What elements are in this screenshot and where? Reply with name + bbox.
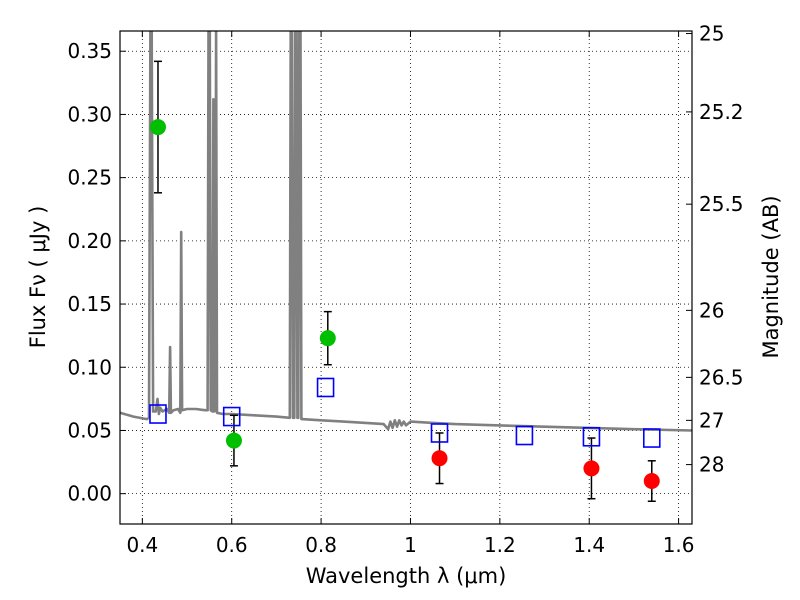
photometry-point [319, 330, 336, 347]
y-tick-label: 0.00 [67, 482, 112, 506]
right-tick-label: 25.5 [699, 192, 744, 216]
model-flux-square [582, 426, 601, 447]
y-tick-label: 0.20 [67, 229, 112, 253]
x-axis-title: Wavelength λ (μm) [306, 564, 507, 588]
y-tick-label: 0.25 [67, 166, 112, 190]
y-axis-title: Flux Fν ( μJy ) [26, 206, 50, 349]
right-tick-label: 25.2 [699, 100, 744, 124]
right-tick-label: 27 [699, 408, 724, 432]
y-tick-label: 0.10 [67, 355, 112, 379]
model-spectrum-line [120, 31, 692, 432]
model-flux-square [515, 425, 534, 446]
x-tick-label: 1 [404, 533, 417, 557]
data-layer [120, 31, 692, 502]
plot-background [120, 31, 692, 524]
y-tick-label: 0.30 [67, 102, 112, 126]
tick-layer: 0.4 0.6 0.8 1 1.2 1.4 1.6 0.00 0.05 0.10 0.15 0.20 0… [67, 22, 743, 557]
x-tick-label: 1.2 [484, 533, 516, 557]
right-axis-title: Magnitude (AB) [759, 195, 783, 358]
photometry-point [149, 119, 166, 136]
photometry-point [583, 460, 600, 477]
model-flux-square [430, 423, 449, 443]
y-tick-label: 0.35 [67, 39, 112, 63]
photometry-point [643, 473, 660, 490]
photometry-point [431, 450, 448, 467]
model-flux-square [222, 406, 241, 427]
model-flux-square [149, 404, 167, 424]
photometry-point [225, 432, 242, 449]
right-tick-label: 25 [699, 22, 724, 46]
right-tick-label: 26 [699, 298, 724, 322]
model-flux-square [316, 377, 335, 398]
grid-lines [120, 31, 692, 524]
right-tick-label: 28 [699, 453, 724, 477]
right-tick-label: 26.5 [699, 365, 744, 389]
x-tick-label: 0.8 [305, 533, 337, 557]
x-tick-label: 0.6 [216, 533, 248, 557]
x-tick-label: 1.6 [663, 533, 695, 557]
x-tick-label: 1.4 [573, 533, 605, 557]
y-tick-label: 0.05 [67, 418, 112, 442]
model-flux-square [642, 428, 661, 448]
y-tick-label: 0.15 [67, 292, 112, 316]
x-tick-label: 0.4 [126, 533, 158, 557]
plot-frame [119, 30, 693, 525]
